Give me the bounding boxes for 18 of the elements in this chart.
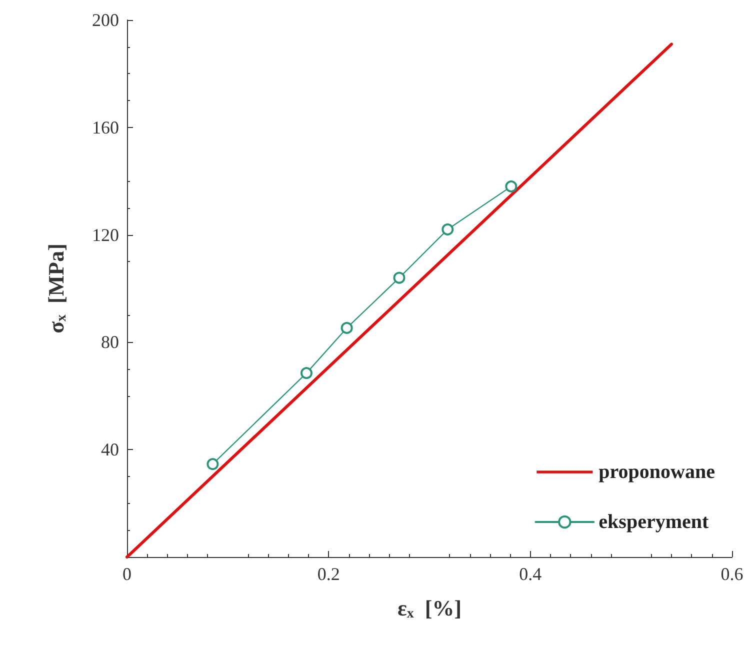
x-tick-label: 0.6: [720, 564, 744, 584]
y-tick-label: 120: [92, 224, 119, 245]
point: [340, 322, 353, 334]
y-tick-label: 200: [92, 10, 119, 30]
legend-label: proponowane: [598, 461, 716, 483]
point: [300, 367, 312, 380]
x-tick-label: 0: [122, 564, 132, 584]
y-tick-label: 80: [101, 332, 119, 352]
legend-label: eksperyment: [598, 511, 709, 533]
y-tick-label: 40: [101, 440, 119, 460]
point: [442, 223, 454, 236]
x-tick-label: 0.4: [519, 564, 542, 584]
y-tick-label: 160: [92, 117, 119, 138]
point: [206, 458, 219, 470]
x-tick-label: 0.2: [317, 564, 340, 584]
point: [505, 180, 518, 192]
point: [393, 272, 406, 284]
y-axis-title: σx [MPa]: [44, 244, 70, 334]
